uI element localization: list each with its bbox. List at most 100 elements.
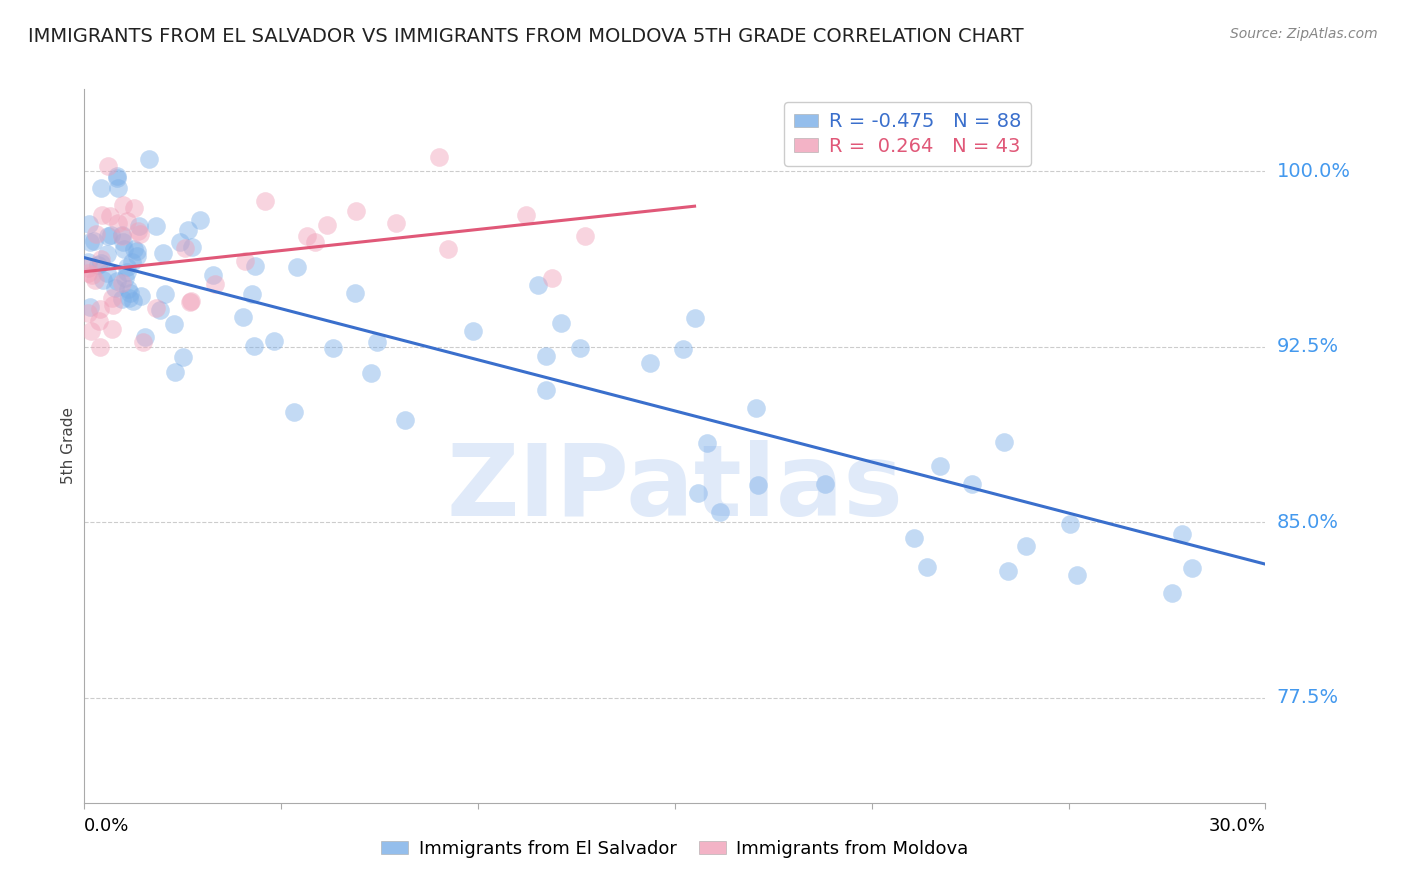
Point <box>463 325 485 339</box>
Point <box>89 301 111 316</box>
Point <box>174 241 197 255</box>
Point <box>696 436 718 450</box>
Point <box>134 329 156 343</box>
Point <box>366 335 388 350</box>
Point <box>128 219 150 233</box>
Text: Source: ZipAtlas.com: Source: ZipAtlas.com <box>1230 27 1378 41</box>
Text: 0.0%: 0.0% <box>84 817 129 835</box>
Point <box>77 254 100 268</box>
Point <box>427 150 450 164</box>
Point <box>90 252 112 267</box>
Point <box>98 209 121 223</box>
Point <box>115 260 138 275</box>
Point <box>120 285 142 300</box>
Point <box>82 268 104 282</box>
Point <box>111 292 134 306</box>
Point <box>84 273 107 287</box>
Point <box>122 293 145 308</box>
Point <box>112 235 135 250</box>
Point <box>90 208 112 222</box>
Point <box>747 478 769 492</box>
Point <box>89 340 111 354</box>
Point <box>165 366 187 380</box>
Point <box>91 273 114 287</box>
Point <box>145 301 167 316</box>
Point <box>115 265 138 279</box>
Point <box>1161 586 1184 600</box>
Point <box>283 405 305 419</box>
Point <box>104 280 127 294</box>
Point <box>101 322 124 336</box>
Point <box>138 153 160 167</box>
Point <box>1171 526 1194 541</box>
Point <box>101 291 124 305</box>
Point <box>304 235 326 249</box>
Point <box>180 293 202 308</box>
Point <box>129 289 152 303</box>
Point <box>131 334 153 349</box>
Point <box>385 216 408 230</box>
Point <box>232 310 254 324</box>
Point <box>129 227 152 241</box>
Point <box>903 532 925 546</box>
Point <box>111 198 134 212</box>
Point <box>993 435 1015 450</box>
Point <box>202 268 225 282</box>
Point <box>125 244 148 258</box>
Point <box>121 255 143 269</box>
Point <box>105 169 128 183</box>
Point <box>105 274 128 288</box>
Point <box>515 208 537 222</box>
Point <box>204 277 226 292</box>
Point <box>83 234 105 248</box>
Point <box>77 266 100 280</box>
Point <box>254 194 277 208</box>
Point <box>997 564 1019 578</box>
Legend: Immigrants from El Salvador, Immigrants from Moldova: Immigrants from El Salvador, Immigrants … <box>374 833 976 865</box>
Point <box>96 159 118 173</box>
Point <box>84 227 107 241</box>
Point <box>100 228 122 243</box>
Point <box>960 476 983 491</box>
Point <box>77 306 100 320</box>
Point <box>115 214 138 228</box>
Point <box>243 260 266 274</box>
Point <box>87 258 110 272</box>
Point <box>145 219 167 234</box>
Point <box>243 338 266 352</box>
Point <box>153 286 176 301</box>
Point <box>263 334 285 348</box>
Point <box>1014 539 1036 553</box>
Point <box>77 261 100 276</box>
Point <box>343 286 366 301</box>
Point <box>322 341 344 355</box>
Point <box>709 505 731 519</box>
Point <box>915 560 938 574</box>
Point <box>574 229 596 244</box>
Point <box>149 303 172 318</box>
Point <box>683 311 706 326</box>
Point <box>111 227 134 242</box>
Point <box>550 316 572 330</box>
Point <box>188 213 211 227</box>
Point <box>526 278 548 293</box>
Point <box>112 242 135 256</box>
Point <box>180 240 202 254</box>
Point <box>568 342 591 356</box>
Y-axis label: 5th Grade: 5th Grade <box>60 408 76 484</box>
Text: 30.0%: 30.0% <box>1209 817 1265 835</box>
Point <box>127 224 149 238</box>
Text: 77.5%: 77.5% <box>1277 688 1339 707</box>
Point <box>110 229 132 244</box>
Point <box>814 476 837 491</box>
Point <box>163 317 186 331</box>
Point <box>122 201 145 215</box>
Point <box>96 267 118 281</box>
Point <box>87 314 110 328</box>
Text: IMMIGRANTS FROM EL SALVADOR VS IMMIGRANTS FROM MOLDOVA 5TH GRADE CORRELATION CHA: IMMIGRANTS FROM EL SALVADOR VS IMMIGRANT… <box>28 27 1024 45</box>
Point <box>437 242 460 256</box>
Text: 92.5%: 92.5% <box>1277 337 1339 356</box>
Point <box>117 282 139 296</box>
Point <box>79 300 101 314</box>
Point <box>316 218 339 232</box>
